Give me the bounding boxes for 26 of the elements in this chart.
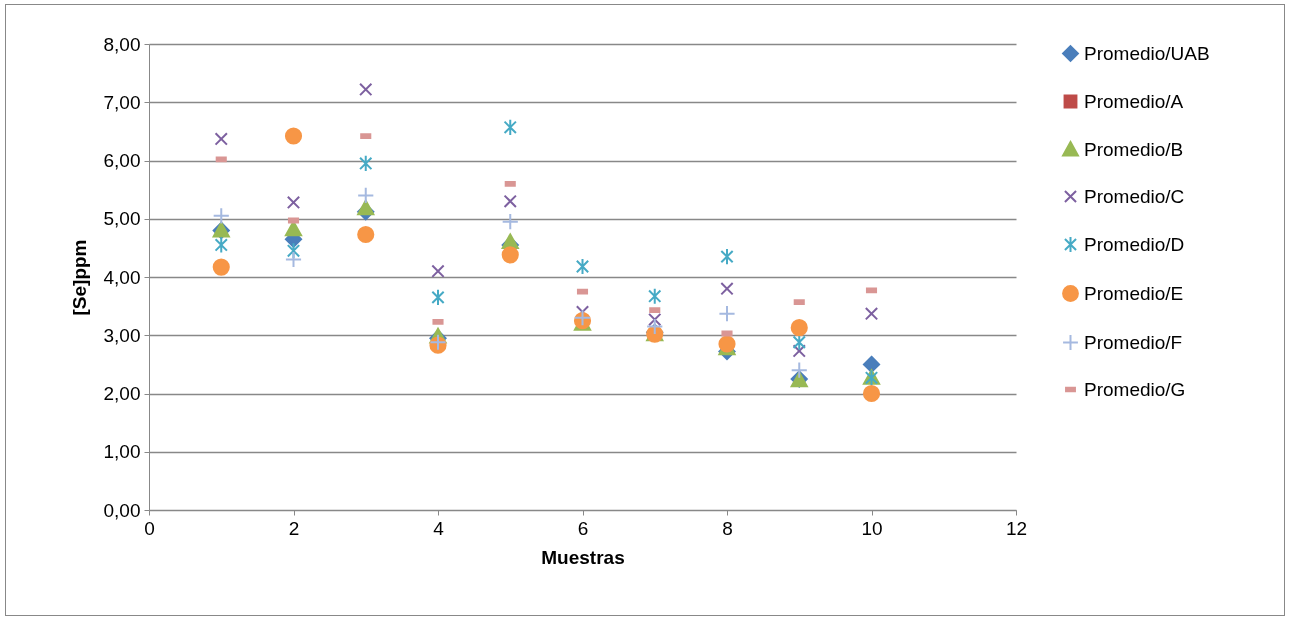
legend-label: Promedio/UAB bbox=[1084, 42, 1210, 64]
x-axis-title: Muestras bbox=[541, 546, 625, 568]
y-axis-title: [Se]ppm bbox=[68, 239, 90, 316]
y-tick-label: 3,00 bbox=[103, 324, 141, 346]
y-tick-label: 6,00 bbox=[103, 150, 141, 171]
legend-label: Promedio/A bbox=[1084, 90, 1184, 112]
y-tick-label: 8,00 bbox=[103, 33, 141, 55]
legend-label: Promedio/F bbox=[1084, 331, 1183, 353]
legend-label: Promedio/E bbox=[1084, 282, 1184, 304]
y-tick-label: 1,00 bbox=[103, 441, 141, 463]
y-tick-label: 4,00 bbox=[103, 266, 141, 288]
x-tick-label: 8 bbox=[722, 517, 733, 539]
legend-label: Promedio/B bbox=[1084, 138, 1184, 160]
x-tick-label: 12 bbox=[1005, 517, 1028, 539]
legend-label: Promedio/G bbox=[1084, 378, 1186, 400]
x-tick-label: 10 bbox=[861, 517, 883, 539]
y-tick-label: 2,00 bbox=[103, 383, 141, 404]
legend-label: Promedio/D bbox=[1084, 233, 1185, 255]
y-tick-label: 5,00 bbox=[103, 208, 141, 230]
x-tick-label: 6 bbox=[577, 517, 589, 539]
x-tick-label: 4 bbox=[433, 517, 445, 539]
y-tick-label: 7,00 bbox=[103, 91, 141, 113]
legend-label: Promedio/C bbox=[1084, 185, 1185, 207]
x-tick-label: 0 bbox=[144, 517, 155, 539]
x-tick-label: 2 bbox=[288, 517, 300, 539]
y-tick-label: 0,00 bbox=[103, 499, 141, 521]
